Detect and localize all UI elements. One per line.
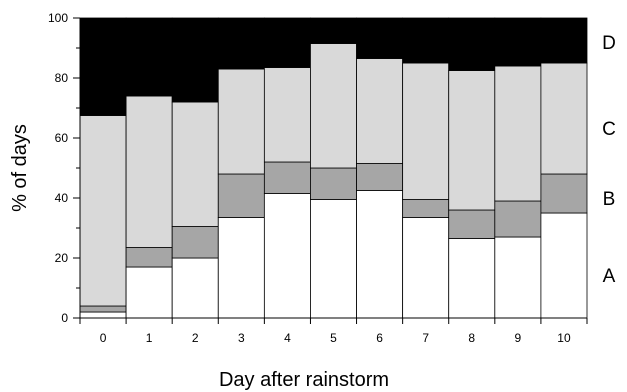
bar-segment-c-day-8: [448, 70, 496, 211]
bar-segment-b-day-5: [310, 167, 357, 200]
bar-segment-a-day-4: [263, 193, 311, 319]
band-label-d: D: [602, 33, 616, 54]
bar-segment-d-day-4: [263, 17, 311, 68]
bar-segment-a-day-7: [402, 217, 450, 319]
bar-segment-d-day-3: [217, 17, 265, 70]
bar-segment-c-day-2: [171, 101, 219, 227]
y-tick-label-0: 0: [61, 311, 68, 325]
bar-segment-c-day-5: [310, 43, 357, 169]
y-axis-title: % of days: [9, 124, 31, 212]
bar-segment-c-day-9: [494, 65, 542, 202]
bar-segment-d-day-5: [310, 17, 357, 44]
bar-segment-d-day-7: [402, 17, 450, 64]
x-tick-label-5: 5: [330, 331, 337, 345]
bar-segment-b-day-8: [448, 209, 496, 239]
y-tick-label-20: 20: [55, 251, 69, 265]
bar-segment-b-day-1: [125, 247, 173, 268]
bar-segment-a-day-3: [217, 217, 265, 319]
bar-segment-d-day-9: [494, 17, 542, 67]
bar-segment-d-day-8: [448, 17, 496, 71]
bar-segment-c-day-10: [540, 62, 588, 175]
x-tick-label-0: 0: [100, 331, 107, 345]
bar-segment-c-day-3: [217, 68, 265, 175]
bar-segment-d-day-10: [540, 17, 588, 64]
bar-segment-b-day-9: [494, 200, 542, 238]
bar-segment-a-day-0: [79, 311, 127, 319]
bar-segment-b-day-10: [540, 173, 588, 214]
bar-segment-d-day-0: [79, 17, 127, 116]
y-ticks-group: 0 20 40 60 80 100: [48, 11, 80, 325]
bar-segment-b-day-0: [79, 305, 127, 313]
bar-segment-a-day-1: [125, 266, 173, 319]
bar-segment-a-day-9: [494, 236, 542, 319]
y-tick-label-80: 80: [55, 71, 69, 85]
band-label-a: A: [603, 266, 616, 287]
x-tick-label-2: 2: [192, 331, 199, 345]
x-tick-label-10: 10: [557, 331, 571, 345]
x-ticks-group: 0 1 2 3 4 5 6 7 8 9 10: [79, 318, 588, 345]
x-axis-title: Day after rainstorm: [219, 369, 389, 391]
bar-segment-d-day-1: [125, 17, 173, 97]
x-tick-label-6: 6: [376, 331, 383, 345]
y-tick-label-60: 60: [55, 131, 69, 145]
bar-segment-c-day-7: [402, 62, 450, 200]
bar-segment-c-day-1: [125, 95, 173, 248]
y-tick-label-40: 40: [55, 191, 69, 205]
band-label-c: C: [602, 119, 616, 140]
bar-segment-a-day-5: [310, 199, 357, 319]
bar-segment-b-day-7: [402, 199, 450, 218]
bar-segment-c-day-6: [356, 58, 404, 164]
bar-segment-b-day-2: [171, 226, 219, 259]
bar-segment-c-day-4: [263, 67, 311, 163]
bar-segment-d-day-6: [356, 17, 404, 59]
band-label-b: B: [603, 189, 616, 210]
bar-segment-a-day-2: [171, 257, 219, 319]
bar-segment-d-day-2: [171, 17, 219, 103]
x-tick-label-3: 3: [238, 331, 245, 345]
bar-segment-b-day-6: [356, 163, 404, 191]
bar-segment-a-day-6: [356, 190, 404, 319]
bar-segment-a-day-8: [448, 238, 496, 319]
x-tick-label-9: 9: [515, 331, 522, 345]
bars-group: [79, 17, 588, 319]
x-tick-label-4: 4: [284, 331, 291, 345]
bar-segment-c-day-0: [79, 115, 127, 307]
x-tick-label-7: 7: [422, 331, 429, 345]
bar-segment-b-day-3: [217, 173, 265, 218]
x-tick-label-8: 8: [468, 331, 475, 345]
y-tick-label-100: 100: [48, 11, 68, 25]
band-labels-group: A B C D: [602, 33, 616, 287]
x-tick-label-1: 1: [146, 331, 153, 345]
bar-segment-b-day-4: [263, 161, 311, 194]
bar-segment-a-day-10: [540, 212, 588, 319]
